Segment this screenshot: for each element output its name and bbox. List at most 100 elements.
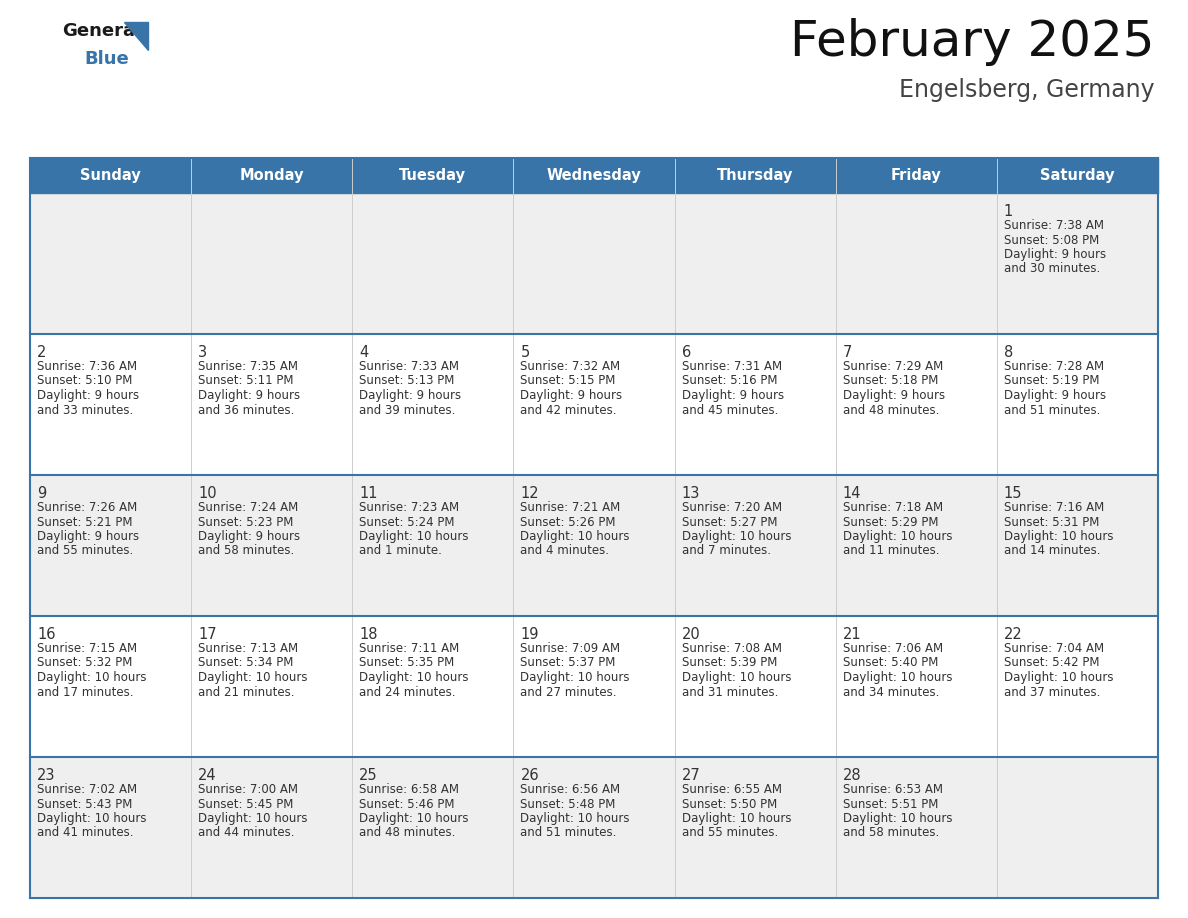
Polygon shape — [124, 22, 148, 50]
Bar — [191, 475, 353, 616]
Bar — [30, 334, 191, 475]
Text: Sunset: 5:48 PM: Sunset: 5:48 PM — [520, 798, 615, 811]
Bar — [835, 193, 997, 334]
Bar — [191, 616, 353, 757]
Text: Sunset: 5:32 PM: Sunset: 5:32 PM — [37, 656, 132, 669]
Text: Sunrise: 7:18 AM: Sunrise: 7:18 AM — [842, 501, 943, 514]
Text: Sunrise: 7:08 AM: Sunrise: 7:08 AM — [682, 642, 782, 655]
Text: 28: 28 — [842, 768, 861, 783]
Text: Sunset: 5:08 PM: Sunset: 5:08 PM — [1004, 233, 1099, 247]
Bar — [835, 334, 997, 475]
Text: Sunday: Sunday — [81, 168, 141, 183]
Text: Blue: Blue — [84, 50, 128, 68]
Text: and 11 minutes.: and 11 minutes. — [842, 544, 940, 557]
Text: Daylight: 10 hours: Daylight: 10 hours — [37, 812, 146, 825]
Text: Daylight: 9 hours: Daylight: 9 hours — [198, 530, 301, 543]
Text: Daylight: 10 hours: Daylight: 10 hours — [1004, 671, 1113, 684]
Bar — [513, 616, 675, 757]
Text: and 31 minutes.: and 31 minutes. — [682, 686, 778, 699]
Text: Daylight: 10 hours: Daylight: 10 hours — [520, 671, 630, 684]
Bar — [835, 475, 997, 616]
Text: 9: 9 — [37, 486, 46, 501]
Text: Daylight: 9 hours: Daylight: 9 hours — [842, 389, 944, 402]
Text: Sunset: 5:23 PM: Sunset: 5:23 PM — [198, 516, 293, 529]
Text: 4: 4 — [359, 345, 368, 360]
Text: and 48 minutes.: and 48 minutes. — [842, 404, 939, 417]
Text: Engelsberg, Germany: Engelsberg, Germany — [899, 78, 1155, 102]
Text: Daylight: 9 hours: Daylight: 9 hours — [198, 389, 301, 402]
Text: Sunset: 5:42 PM: Sunset: 5:42 PM — [1004, 656, 1099, 669]
Text: and 37 minutes.: and 37 minutes. — [1004, 686, 1100, 699]
Text: and 39 minutes.: and 39 minutes. — [359, 404, 456, 417]
Text: Daylight: 9 hours: Daylight: 9 hours — [359, 389, 461, 402]
Text: Daylight: 10 hours: Daylight: 10 hours — [520, 812, 630, 825]
Text: Daylight: 10 hours: Daylight: 10 hours — [682, 671, 791, 684]
Bar — [675, 334, 835, 475]
Text: 18: 18 — [359, 627, 378, 642]
Text: 8: 8 — [1004, 345, 1013, 360]
Text: and 51 minutes.: and 51 minutes. — [1004, 404, 1100, 417]
Text: Sunset: 5:34 PM: Sunset: 5:34 PM — [198, 656, 293, 669]
Text: Daylight: 9 hours: Daylight: 9 hours — [682, 389, 784, 402]
Text: and 33 minutes.: and 33 minutes. — [37, 404, 133, 417]
Text: Sunset: 5:46 PM: Sunset: 5:46 PM — [359, 798, 455, 811]
Text: and 48 minutes.: and 48 minutes. — [359, 826, 456, 839]
Text: February 2025: February 2025 — [790, 18, 1155, 66]
Text: 13: 13 — [682, 486, 700, 501]
Text: Sunrise: 7:29 AM: Sunrise: 7:29 AM — [842, 360, 943, 373]
Bar — [191, 193, 353, 334]
Bar — [835, 757, 997, 898]
Text: Sunrise: 7:20 AM: Sunrise: 7:20 AM — [682, 501, 782, 514]
Text: and 34 minutes.: and 34 minutes. — [842, 686, 939, 699]
Bar — [675, 475, 835, 616]
Text: Daylight: 9 hours: Daylight: 9 hours — [520, 389, 623, 402]
Bar — [353, 757, 513, 898]
Text: and 24 minutes.: and 24 minutes. — [359, 686, 456, 699]
Text: 23: 23 — [37, 768, 56, 783]
Text: Sunrise: 7:26 AM: Sunrise: 7:26 AM — [37, 501, 138, 514]
Text: Sunset: 5:43 PM: Sunset: 5:43 PM — [37, 798, 132, 811]
Text: Sunset: 5:45 PM: Sunset: 5:45 PM — [198, 798, 293, 811]
Bar — [30, 158, 1158, 193]
Text: Sunset: 5:40 PM: Sunset: 5:40 PM — [842, 656, 939, 669]
Bar — [997, 757, 1158, 898]
Bar — [30, 616, 191, 757]
Bar — [997, 193, 1158, 334]
Bar — [191, 334, 353, 475]
Text: 27: 27 — [682, 768, 700, 783]
Text: Tuesday: Tuesday — [399, 168, 467, 183]
Text: 14: 14 — [842, 486, 861, 501]
Text: 21: 21 — [842, 627, 861, 642]
Bar — [835, 616, 997, 757]
Text: Sunrise: 7:32 AM: Sunrise: 7:32 AM — [520, 360, 620, 373]
Text: Daylight: 10 hours: Daylight: 10 hours — [198, 671, 308, 684]
Text: Daylight: 10 hours: Daylight: 10 hours — [682, 530, 791, 543]
Text: Sunrise: 7:35 AM: Sunrise: 7:35 AM — [198, 360, 298, 373]
Bar — [997, 334, 1158, 475]
Text: Sunrise: 6:55 AM: Sunrise: 6:55 AM — [682, 783, 782, 796]
Text: Sunset: 5:11 PM: Sunset: 5:11 PM — [198, 375, 293, 387]
Bar — [353, 616, 513, 757]
Text: and 58 minutes.: and 58 minutes. — [198, 544, 295, 557]
Text: Sunset: 5:19 PM: Sunset: 5:19 PM — [1004, 375, 1099, 387]
Text: 1: 1 — [1004, 204, 1013, 219]
Text: Sunrise: 7:02 AM: Sunrise: 7:02 AM — [37, 783, 137, 796]
Text: 25: 25 — [359, 768, 378, 783]
Text: Monday: Monday — [240, 168, 304, 183]
Text: and 30 minutes.: and 30 minutes. — [1004, 263, 1100, 275]
Text: Daylight: 10 hours: Daylight: 10 hours — [359, 530, 469, 543]
Text: Sunrise: 6:56 AM: Sunrise: 6:56 AM — [520, 783, 620, 796]
Bar — [675, 757, 835, 898]
Text: Sunset: 5:24 PM: Sunset: 5:24 PM — [359, 516, 455, 529]
Text: and 42 minutes.: and 42 minutes. — [520, 404, 617, 417]
Text: 19: 19 — [520, 627, 539, 642]
Text: Sunset: 5:27 PM: Sunset: 5:27 PM — [682, 516, 777, 529]
Bar — [191, 757, 353, 898]
Text: Sunset: 5:37 PM: Sunset: 5:37 PM — [520, 656, 615, 669]
Bar — [513, 334, 675, 475]
Text: 20: 20 — [682, 627, 700, 642]
Bar — [513, 193, 675, 334]
Text: 11: 11 — [359, 486, 378, 501]
Bar — [353, 475, 513, 616]
Text: Sunrise: 7:36 AM: Sunrise: 7:36 AM — [37, 360, 137, 373]
